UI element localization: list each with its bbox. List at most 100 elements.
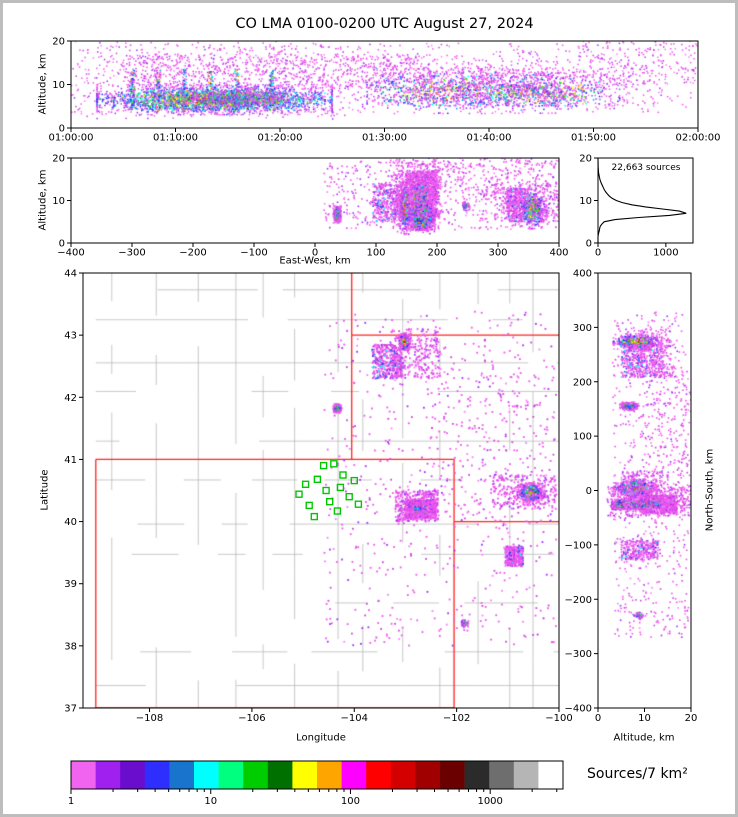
svg-text:1: 1 bbox=[68, 796, 74, 807]
svg-text:20: 20 bbox=[52, 154, 65, 165]
colorbar-segment bbox=[71, 761, 96, 789]
lma-station-marker bbox=[310, 512, 318, 521]
svg-text:−400: −400 bbox=[57, 248, 84, 259]
svg-text:−108: −108 bbox=[136, 713, 163, 724]
svg-text:10: 10 bbox=[52, 196, 65, 207]
lma-station-marker bbox=[313, 475, 322, 483]
colorbar-segment bbox=[267, 761, 293, 789]
svg-text:100: 100 bbox=[341, 796, 360, 807]
ns-panel-right-ylabel: North-South, km bbox=[704, 448, 716, 532]
scatter-points-canvas bbox=[3, 3, 735, 814]
lma-station-marker bbox=[322, 486, 330, 495]
svg-text:−300: −300 bbox=[565, 649, 592, 660]
colorbar-segment bbox=[120, 761, 146, 789]
svg-text:02:00:00: 02:00:00 bbox=[676, 133, 721, 144]
colorbar-segment bbox=[489, 761, 515, 789]
lma-station-marker bbox=[326, 498, 334, 506]
lma-station-marker bbox=[350, 476, 358, 485]
lma-station-marker bbox=[345, 493, 353, 501]
svg-text:−400: −400 bbox=[565, 704, 592, 715]
svg-text:1000: 1000 bbox=[477, 796, 502, 807]
svg-text:−300: −300 bbox=[118, 248, 145, 259]
svg-text:10: 10 bbox=[52, 80, 65, 91]
svg-text:42: 42 bbox=[64, 393, 77, 404]
colorbar-segment bbox=[513, 761, 539, 789]
svg-text:0: 0 bbox=[595, 713, 601, 724]
svg-text:0: 0 bbox=[59, 124, 65, 135]
lma-station-marker bbox=[336, 483, 345, 492]
lma-station-marker bbox=[305, 501, 313, 510]
svg-text:10: 10 bbox=[204, 796, 217, 807]
svg-text:100: 100 bbox=[573, 432, 592, 443]
svg-text:41: 41 bbox=[64, 455, 77, 466]
svg-text:−104: −104 bbox=[341, 713, 368, 724]
lma-station-marker bbox=[319, 461, 328, 470]
svg-text:10: 10 bbox=[638, 713, 651, 724]
svg-text:01:50:00: 01:50:00 bbox=[571, 133, 616, 144]
panel-frame bbox=[70, 157, 560, 244]
ew-panel-xlabel: East-West, km bbox=[279, 255, 351, 267]
colorbar-segment bbox=[366, 761, 392, 789]
svg-text:38: 38 bbox=[64, 641, 77, 652]
axes-and-map-svg: 01:00:00 01:10:00 01:20:00 01:30:00 01:40:00… bbox=[49, 37, 721, 808]
colorbar-segment bbox=[390, 761, 416, 789]
svg-text:1000: 1000 bbox=[653, 248, 678, 259]
svg-text:20: 20 bbox=[579, 154, 592, 165]
svg-text:−100: −100 bbox=[565, 540, 592, 551]
svg-text:200: 200 bbox=[573, 377, 592, 388]
ns-panel-xlabel: Altitude, km bbox=[613, 732, 675, 744]
svg-text:100: 100 bbox=[366, 248, 385, 259]
panel-frame bbox=[82, 272, 560, 709]
colorbar-label: Sources/7 km² bbox=[587, 766, 688, 782]
colorbar-segment bbox=[538, 761, 564, 789]
colorbar-segment bbox=[194, 761, 219, 789]
lma-station-marker bbox=[301, 480, 310, 488]
colorbar-segment bbox=[415, 761, 441, 789]
svg-text:0: 0 bbox=[595, 248, 601, 259]
altitude-histogram-curve bbox=[597, 158, 687, 243]
lma-station-marker bbox=[330, 460, 338, 468]
colorbar-segment bbox=[292, 761, 318, 789]
map-xlabel: Longitude bbox=[296, 732, 346, 744]
svg-text:01:00:00: 01:00:00 bbox=[49, 133, 94, 144]
svg-text:20: 20 bbox=[685, 713, 698, 724]
svg-text:200: 200 bbox=[427, 248, 446, 259]
svg-text:01:40:00: 01:40:00 bbox=[467, 133, 512, 144]
map-ylabel: Latitude bbox=[39, 469, 51, 511]
svg-text:−106: −106 bbox=[238, 713, 265, 724]
colorbar-segment bbox=[317, 761, 342, 789]
colorbar-segment bbox=[95, 761, 121, 789]
svg-text:400: 400 bbox=[549, 248, 568, 259]
ew-panel-ylabel: Altitude, km bbox=[37, 169, 49, 231]
chart-title: CO LMA 0100-0200 UTC August 27, 2024 bbox=[235, 16, 534, 32]
svg-text:20: 20 bbox=[52, 37, 65, 48]
svg-text:300: 300 bbox=[573, 323, 592, 334]
svg-text:10: 10 bbox=[579, 196, 592, 207]
colorbar-segment bbox=[169, 761, 195, 789]
svg-text:−200: −200 bbox=[565, 595, 592, 606]
svg-text:43: 43 bbox=[64, 331, 77, 342]
svg-text:−100: −100 bbox=[545, 713, 572, 724]
svg-text:39: 39 bbox=[64, 579, 77, 590]
svg-text:0: 0 bbox=[59, 239, 65, 250]
panel-frame bbox=[70, 40, 699, 129]
svg-text:44: 44 bbox=[64, 269, 77, 280]
svg-text:37: 37 bbox=[64, 704, 77, 715]
colorbar-segment bbox=[218, 761, 244, 789]
svg-text:0: 0 bbox=[312, 248, 318, 259]
svg-text:400: 400 bbox=[573, 269, 592, 280]
lma-station-marker bbox=[339, 471, 347, 479]
colorbar-segment bbox=[341, 761, 367, 789]
time-panel-ylabel: Altitude, km bbox=[37, 53, 49, 115]
colorbar-segment bbox=[464, 761, 490, 789]
lma-station-marker bbox=[333, 507, 342, 515]
total-sources-annotation: 22,663 sources bbox=[611, 163, 681, 173]
svg-text:0: 0 bbox=[586, 239, 592, 250]
svg-text:01:20:00: 01:20:00 bbox=[258, 133, 303, 144]
colorbar-segment bbox=[243, 761, 269, 789]
colorbar-frame bbox=[70, 760, 564, 790]
svg-text:−102: −102 bbox=[443, 713, 470, 724]
colorbar-segment bbox=[144, 761, 170, 789]
lma-station-marker bbox=[354, 500, 363, 508]
